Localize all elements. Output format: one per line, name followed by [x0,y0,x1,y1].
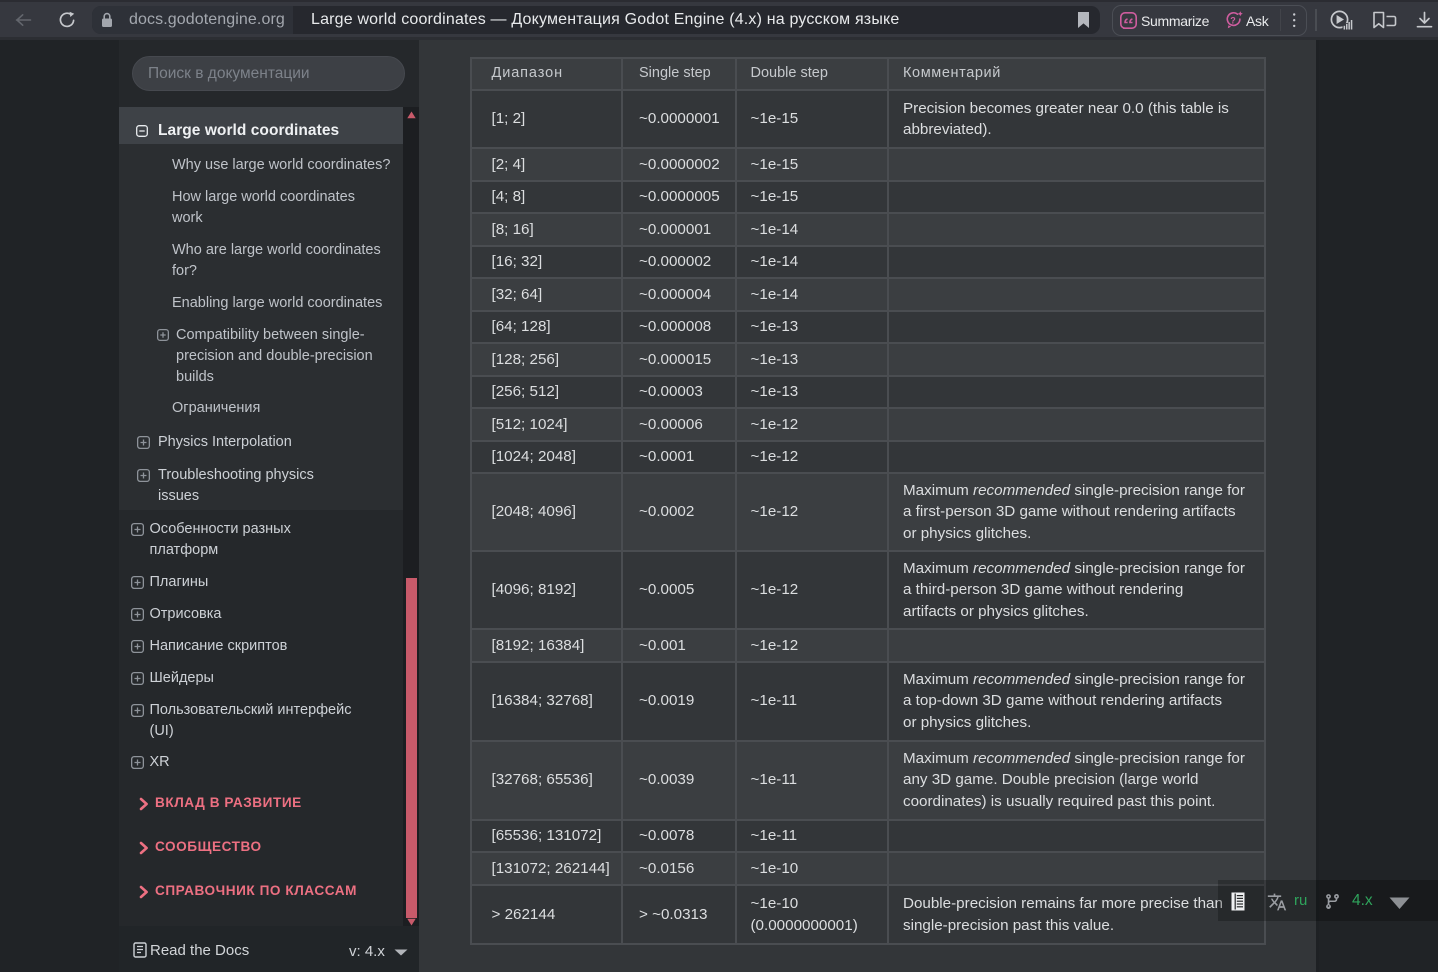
svg-text:?: ? [1230,16,1236,26]
